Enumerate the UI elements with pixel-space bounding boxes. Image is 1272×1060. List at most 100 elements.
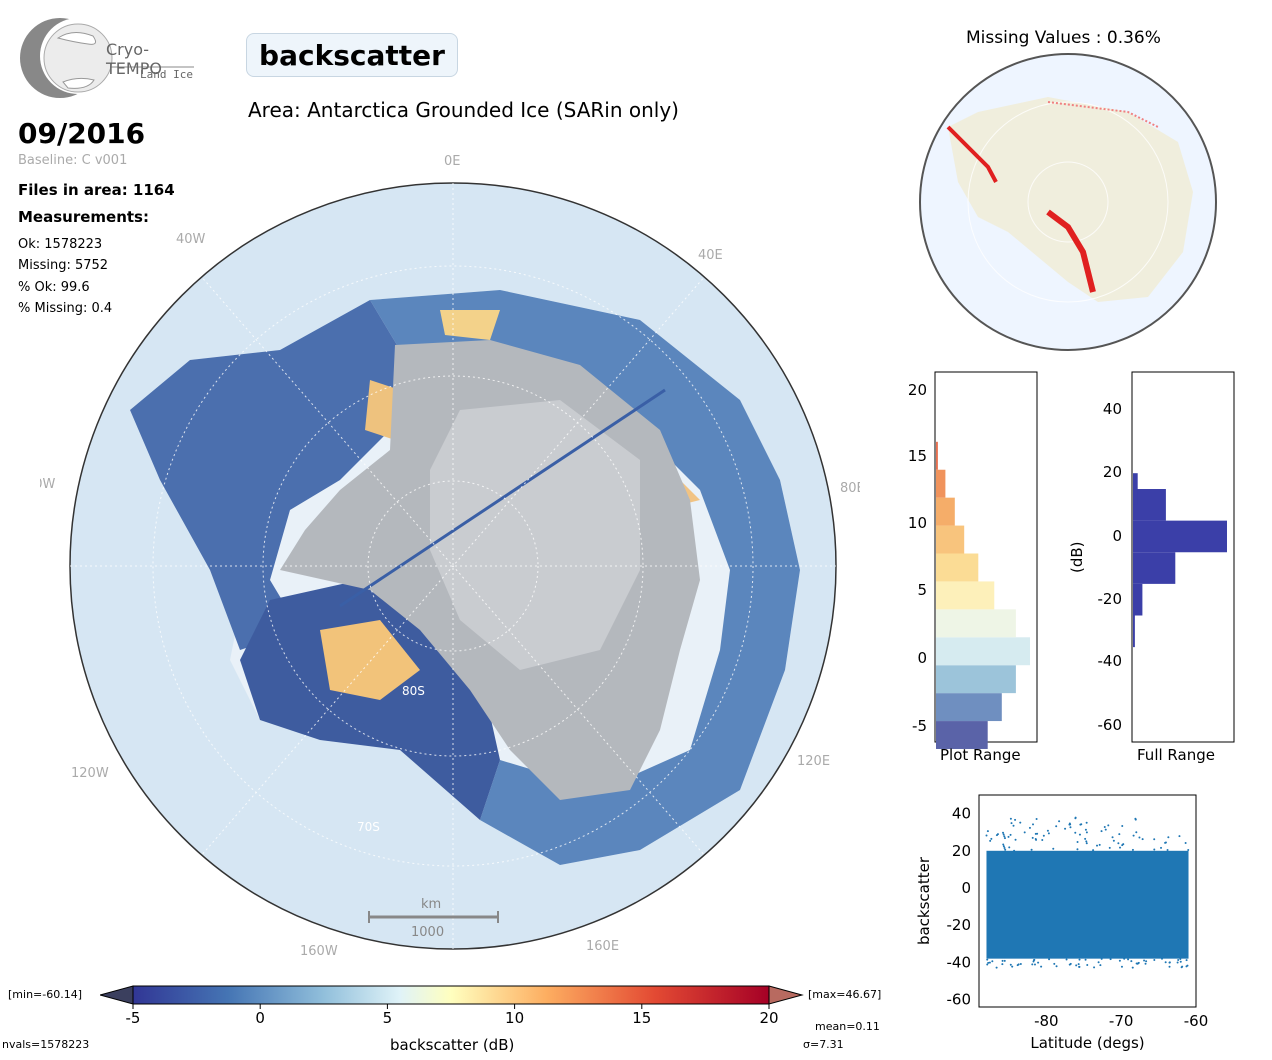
hist-full-tick: -20 bbox=[1098, 590, 1123, 608]
scatter-point bbox=[1031, 963, 1034, 966]
scatter-point bbox=[1108, 846, 1111, 849]
missing-title: Missing Values : 0.36% bbox=[966, 28, 1161, 48]
colorbar-tick-label: 15 bbox=[632, 1009, 651, 1024]
logo-sub: Land Ice bbox=[140, 68, 193, 81]
hist-full-bar bbox=[1133, 520, 1227, 553]
scatter-point bbox=[1058, 820, 1061, 823]
scatter-point bbox=[1153, 959, 1156, 962]
scatter-point bbox=[1143, 959, 1146, 962]
scatter-point bbox=[1085, 840, 1088, 843]
hist-plot-bar bbox=[936, 637, 1030, 666]
hist-plot-bar bbox=[936, 525, 965, 554]
hist-plot-tick: 20 bbox=[908, 381, 927, 399]
hist-plot-tick: 5 bbox=[917, 581, 927, 599]
scatter-point bbox=[1103, 826, 1106, 829]
colorbar-mean: mean=0.11 bbox=[815, 1020, 880, 1033]
baseline-label: Baseline: C v001 bbox=[18, 153, 128, 168]
scatter-point bbox=[1107, 824, 1110, 827]
scatter-point bbox=[1028, 826, 1031, 829]
scatter-point bbox=[1118, 959, 1121, 962]
scatter-point bbox=[1085, 821, 1088, 824]
scatter-point bbox=[1120, 965, 1123, 968]
scatter-point bbox=[1032, 823, 1035, 826]
scatter-point bbox=[986, 830, 989, 833]
scatter-point bbox=[1099, 964, 1102, 967]
scatter-point bbox=[1127, 958, 1130, 961]
lon-label-80e: 80E bbox=[840, 481, 860, 496]
scatter-point bbox=[1014, 818, 1017, 821]
stat-ok: Ok: 1578223 bbox=[18, 237, 103, 252]
scatter-point bbox=[1100, 957, 1103, 960]
scatter-y-tick: -40 bbox=[947, 953, 972, 971]
scatter-x-tick: -60 bbox=[1184, 1012, 1209, 1030]
hist-plot-svg: 20 15 10 5 0 -5 bbox=[908, 371, 1038, 749]
hist-plot-bar bbox=[936, 469, 946, 498]
scatter-point bbox=[1040, 965, 1043, 968]
scatter-point bbox=[1033, 958, 1036, 961]
scatter-point bbox=[1135, 831, 1138, 834]
lon-label-160w: 160W bbox=[300, 944, 338, 959]
scatter-point bbox=[1078, 958, 1081, 961]
scatter-point bbox=[1179, 957, 1182, 960]
lon-label-40e: 40E bbox=[698, 248, 723, 263]
scatter-point bbox=[1161, 957, 1164, 960]
scatter-point bbox=[1145, 960, 1148, 963]
colorbar-tick-label: 10 bbox=[505, 1009, 524, 1024]
scatter-point bbox=[1166, 848, 1169, 851]
lon-label-160e: 160E bbox=[586, 939, 619, 954]
scatter-point bbox=[1037, 961, 1040, 964]
scatter-point bbox=[1064, 827, 1067, 830]
hist-full-range: 40 20 0 -20 -40 -60 (dB) Full Range bbox=[1060, 368, 1250, 764]
scatter-point bbox=[1023, 831, 1026, 834]
scatter-point bbox=[1187, 849, 1190, 852]
scatter-xlabel: Latitude (degs) bbox=[1030, 1034, 1144, 1052]
hist-full-tick: 20 bbox=[1103, 463, 1122, 481]
scatter-point bbox=[1076, 840, 1079, 843]
scatter-point bbox=[1004, 848, 1007, 851]
scatter-point bbox=[1132, 834, 1135, 837]
scatter-point bbox=[1167, 836, 1170, 839]
hist-plot-bar bbox=[936, 721, 988, 749]
scatter-cloud bbox=[986, 850, 1189, 959]
scatter-point bbox=[1135, 962, 1138, 965]
scatter-point bbox=[1178, 835, 1181, 838]
scatter-point bbox=[1052, 847, 1055, 850]
scatter-point bbox=[1003, 959, 1006, 962]
hist-full-svg: 40 20 0 -20 -40 -60 (dB) bbox=[1068, 371, 1235, 743]
scatter-point bbox=[1092, 849, 1095, 852]
scatter-ylabel: backscatter bbox=[915, 856, 933, 945]
files-count: Files in area: 1164 bbox=[18, 181, 175, 199]
hist-plot-tick: -5 bbox=[912, 717, 927, 735]
scatter-point bbox=[1100, 830, 1103, 833]
colorbar-max: [max=46.67] bbox=[808, 988, 882, 1001]
colorbar-tick-label: -5 bbox=[126, 1009, 141, 1024]
scatter-point bbox=[1032, 960, 1035, 963]
scatter-point bbox=[1160, 846, 1163, 849]
scatter-y-tick: -20 bbox=[947, 916, 972, 934]
scatter-point bbox=[1123, 957, 1126, 960]
scatter-point bbox=[1009, 963, 1012, 966]
scatter-point bbox=[1047, 832, 1050, 835]
scatter-point bbox=[1002, 843, 1005, 846]
scatter-plot: 40 20 0 -20 -40 -60 -80 -70 -60 Latitude (degs) ba… bbox=[915, 794, 1209, 1052]
colorbar: -5 0 5 10 15 20 bbox=[100, 985, 804, 1024]
scatter-point bbox=[1097, 961, 1100, 964]
scatter-point bbox=[1186, 964, 1189, 967]
scatter-point bbox=[1019, 962, 1022, 965]
scatter-point bbox=[986, 958, 989, 961]
colorbar-sigma: σ=7.31 bbox=[803, 1038, 844, 1051]
logo: Cryo-TEMPO Land Ice bbox=[18, 16, 203, 100]
scatter-point bbox=[1076, 848, 1079, 851]
scatter-point bbox=[1041, 839, 1044, 842]
hist-plot-bar bbox=[936, 693, 1002, 722]
scatter-point bbox=[985, 834, 988, 837]
stat-pct-missing: % Missing: 0.4 bbox=[18, 301, 113, 316]
scatter-point bbox=[1017, 963, 1020, 966]
colorbar-tick-label: 5 bbox=[383, 1009, 393, 1024]
scatter-point bbox=[1177, 958, 1180, 961]
stat-missing: Missing: 5752 bbox=[18, 258, 109, 273]
scatter-point bbox=[1001, 963, 1004, 966]
hist-full-bar bbox=[1133, 615, 1135, 648]
scatter-point bbox=[1168, 961, 1171, 964]
hist-full-xlabel: Full Range bbox=[1137, 746, 1215, 764]
